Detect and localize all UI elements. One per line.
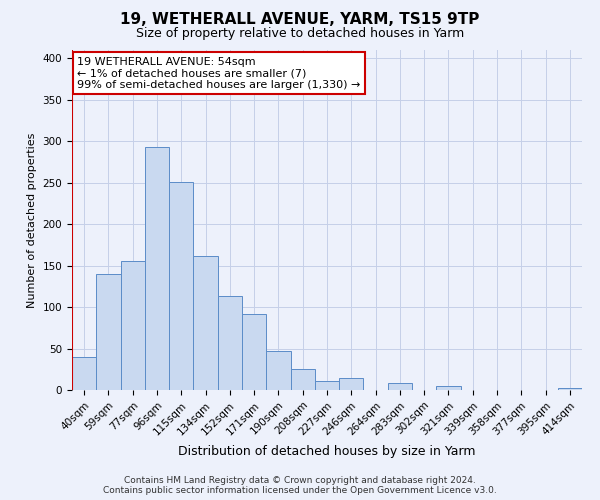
- Bar: [96, 274, 121, 390]
- Bar: [339, 378, 364, 390]
- Bar: [242, 314, 266, 390]
- Bar: [72, 357, 96, 390]
- Bar: [290, 370, 315, 390]
- Text: Size of property relative to detached houses in Yarm: Size of property relative to detached ho…: [136, 28, 464, 40]
- Bar: [145, 147, 169, 390]
- Bar: [558, 388, 582, 390]
- Bar: [315, 381, 339, 390]
- Bar: [218, 296, 242, 390]
- Bar: [169, 182, 193, 390]
- Y-axis label: Number of detached properties: Number of detached properties: [27, 132, 37, 308]
- Bar: [436, 386, 461, 390]
- X-axis label: Distribution of detached houses by size in Yarm: Distribution of detached houses by size …: [178, 445, 476, 458]
- Text: 19, WETHERALL AVENUE, YARM, TS15 9TP: 19, WETHERALL AVENUE, YARM, TS15 9TP: [121, 12, 479, 28]
- Bar: [266, 351, 290, 390]
- Bar: [193, 256, 218, 390]
- Text: 19 WETHERALL AVENUE: 54sqm
← 1% of detached houses are smaller (7)
99% of semi-d: 19 WETHERALL AVENUE: 54sqm ← 1% of detac…: [77, 57, 361, 90]
- Bar: [121, 262, 145, 390]
- Text: Contains HM Land Registry data © Crown copyright and database right 2024.
Contai: Contains HM Land Registry data © Crown c…: [103, 476, 497, 495]
- Bar: [388, 382, 412, 390]
